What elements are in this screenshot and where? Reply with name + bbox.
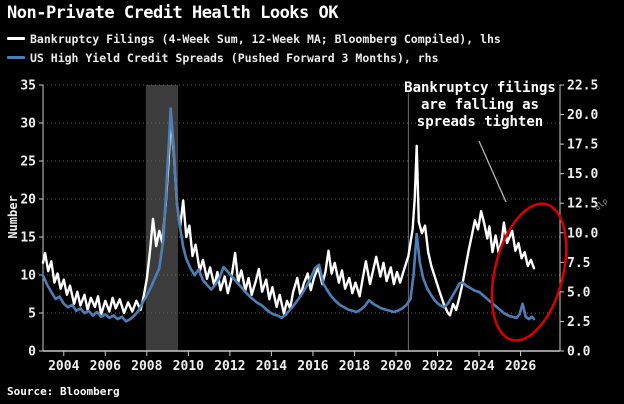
legend-label-hy-spreads: US High Yield Credit Spreads (Pushed For… [30, 50, 439, 65]
x-axis-tick-label: 2008 [131, 359, 162, 374]
annotation-line-1: Bankruptcy filings [404, 80, 556, 96]
legend-item-hy-spreads: US High Yield Credit Spreads (Pushed For… [7, 48, 501, 67]
x-axis-tick-label: 2018 [339, 359, 370, 374]
right-axis-tick-label: 12.5 [567, 197, 598, 212]
annotation-line-2: are falling as [420, 97, 539, 114]
right-axis-tick-label: 2.5 [567, 315, 590, 330]
left-axis-tick-label: 10 [20, 269, 36, 284]
left-axis-tick-label: 25 [20, 155, 36, 170]
right-axis-tick-label: 0.0 [567, 345, 591, 360]
right-axis-tick-label: 22.5 [567, 79, 598, 94]
right-axis-tick-label: 17.5 [567, 138, 598, 153]
legend-swatch-blue-icon [7, 56, 25, 59]
legend-item-bankruptcy-filings: Bankruptcy Filings (4-Week Sum, 12-Week … [7, 29, 501, 48]
x-axis-tick-label: 2020 [380, 359, 411, 374]
legend-label-bankruptcy-filings: Bankruptcy Filings (4-Week Sum, 12-Week … [30, 31, 501, 46]
legend: Bankruptcy Filings (4-Week Sum, 12-Week … [7, 29, 501, 67]
x-axis-tick-label: 2006 [90, 359, 121, 374]
x-axis-tick-label: 2012 [214, 359, 245, 374]
right-axis-tick-label: 20.0 [567, 108, 598, 123]
x-axis-tick-label: 2026 [505, 359, 536, 374]
left-axis-title: Number [6, 195, 20, 239]
x-axis-tick-label: 2010 [173, 359, 204, 374]
left-axis-tick-label: 0 [28, 345, 36, 360]
x-axis-tick-label: 2004 [48, 359, 79, 374]
chart-title: Non-Private Credit Health Looks OK [7, 3, 339, 23]
left-axis-tick-label: 30 [20, 117, 36, 132]
annotation-leader-line [478, 140, 507, 203]
source-note: Source: Bloomberg [7, 385, 120, 398]
x-axis-tick-label: 2022 [422, 359, 453, 374]
left-axis-tick-label: 35 [20, 79, 36, 94]
right-axis-tick-label: 5.0 [567, 285, 591, 300]
annotation-line-3: spreads tighten [416, 114, 544, 131]
x-axis-tick-label: 2016 [297, 359, 328, 374]
right-axis-tick-label: 15.0 [567, 167, 598, 182]
x-axis-tick-label: 2014 [256, 359, 287, 374]
legend-swatch-white-icon [7, 37, 25, 40]
series-bankruptcy-line [41, 117, 536, 317]
annotation-callout: Bankruptcy filings are falling as spread… [396, 80, 564, 132]
left-axis-tick-label: 20 [20, 193, 36, 208]
highlight-ellipse [490, 202, 568, 342]
left-axis-tick-label: 5 [28, 307, 36, 322]
left-axis-tick-label: 15 [20, 231, 36, 246]
right-axis-tick-label: 10.0 [567, 226, 598, 241]
series-spreads-line [41, 107, 536, 323]
x-axis-tick-label: 2024 [463, 359, 494, 374]
right-axis-tick-label: 7.5 [567, 256, 590, 271]
